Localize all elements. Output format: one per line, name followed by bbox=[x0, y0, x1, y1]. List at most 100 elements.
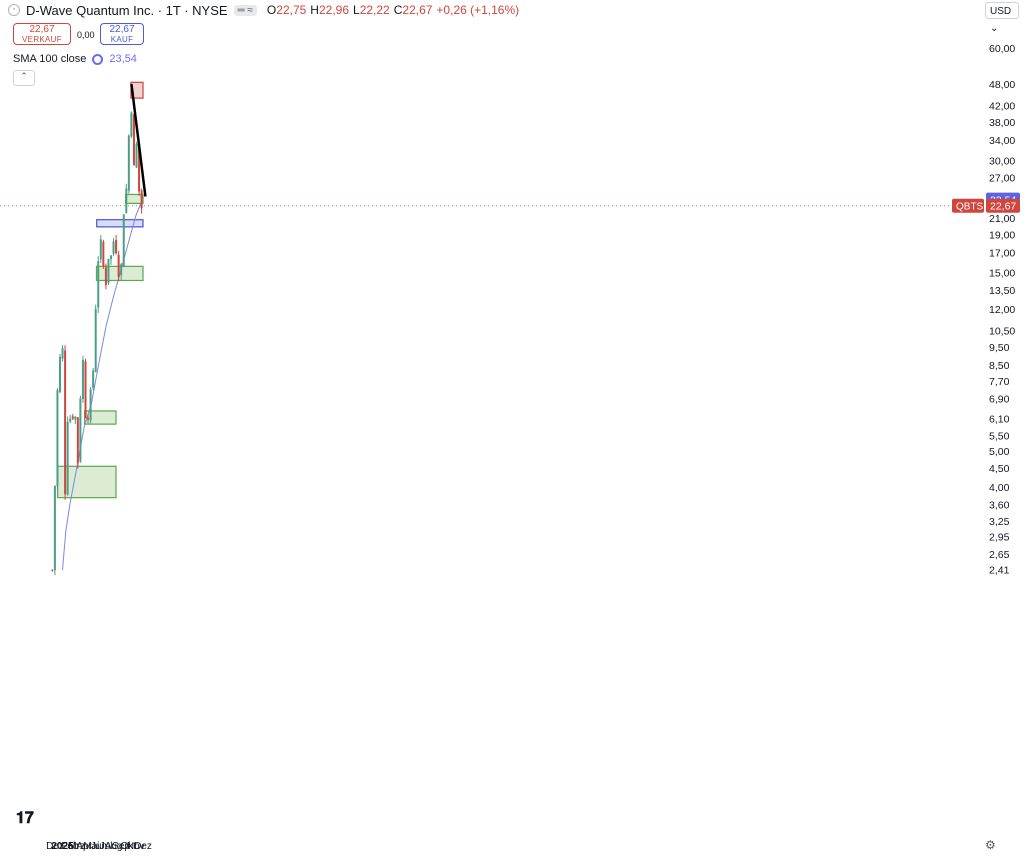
sma-label: SMA 100 close bbox=[13, 53, 87, 65]
time-tick-label: 2025 bbox=[51, 841, 74, 852]
price-tick-label: 5,50 bbox=[989, 431, 1010, 443]
time-tick-label: Nov bbox=[127, 841, 145, 852]
candle-body bbox=[92, 370, 95, 388]
price-tick-label: 6,90 bbox=[989, 394, 1010, 406]
ohlc-high-value: 22,96 bbox=[318, 3, 349, 17]
price-axis: 60,00 48,00 42,00 38,00 34,00 30,00 27,00 24,00… bbox=[989, 43, 1015, 577]
candle-body bbox=[97, 261, 100, 308]
candle-body bbox=[81, 360, 84, 400]
price-tick-label: 21,00 bbox=[989, 213, 1015, 225]
ohlc-low-value: 22,22 bbox=[359, 3, 390, 17]
price-tick-label: 3,25 bbox=[989, 516, 1010, 528]
candle-body bbox=[99, 239, 102, 260]
time-tick-label: Apr bbox=[76, 841, 92, 852]
time-tick-label: Jun bbox=[91, 841, 107, 852]
price-tick-label: 10,50 bbox=[989, 326, 1015, 338]
sma-legend[interactable]: SMA 100 close 23,54 bbox=[13, 53, 137, 65]
candle-body bbox=[53, 485, 56, 571]
sma-value: 23,54 bbox=[109, 53, 137, 65]
price-tick-label: 7,70 bbox=[989, 376, 1010, 388]
candle-body bbox=[135, 144, 138, 168]
candle-body bbox=[74, 416, 77, 420]
price-tick-label: 2,41 bbox=[989, 564, 1010, 576]
last-price-badge bbox=[986, 198, 1020, 213]
time-tick-label: Okt bbox=[121, 841, 137, 852]
price-tick-label: 34,00 bbox=[989, 135, 1015, 147]
zones-layer bbox=[57, 81, 144, 499]
sma-price-badge-label: 23,54 bbox=[990, 195, 1016, 207]
sma-loading-icon bbox=[92, 53, 104, 65]
price-tick-label: 42,00 bbox=[989, 101, 1015, 113]
symbol-title[interactable]: D-Wave Quantum Inc. · 1T · NYSE bbox=[26, 2, 228, 18]
price-tick-label: 2,95 bbox=[989, 532, 1010, 544]
ohlc-low-label: L bbox=[353, 3, 360, 17]
currency-select[interactable]: USD ⌄ bbox=[985, 2, 1019, 34]
ohlc-close-value: 22,67 bbox=[402, 3, 433, 17]
tradingview-logo-icon[interactable]: 𝟏𝟕 bbox=[16, 810, 34, 827]
candle-body bbox=[109, 255, 112, 260]
sma-price-badge bbox=[986, 192, 1020, 207]
collapse-legend-button[interactable]: ⌃ bbox=[13, 70, 35, 86]
time-tick-label: Dez bbox=[134, 841, 152, 852]
price-tick-label: 27,00 bbox=[989, 172, 1015, 184]
sma-layer bbox=[62, 199, 143, 571]
price-tick-label: 2,65 bbox=[989, 549, 1010, 561]
buy-price: 22,67 bbox=[109, 24, 135, 35]
candle-body bbox=[132, 114, 135, 166]
buy-label: KAUF bbox=[110, 35, 134, 44]
candle-body bbox=[127, 135, 130, 191]
zone-green-1 bbox=[84, 410, 117, 425]
zone-green-4 bbox=[125, 193, 144, 204]
sell-label: VERKAUF bbox=[22, 35, 62, 44]
time-tick-label: Dez bbox=[46, 841, 64, 852]
candle-body bbox=[138, 144, 141, 192]
price-tick-label: 3,60 bbox=[989, 499, 1010, 511]
candle-body bbox=[69, 418, 72, 422]
time-tick-label: Jul bbox=[100, 841, 113, 852]
ohlc-open-label: O bbox=[266, 3, 277, 17]
zone-green-0 bbox=[57, 465, 117, 499]
compare-pill[interactable]: ═ ≈ bbox=[233, 4, 257, 16]
price-tick-label: 60,00 bbox=[989, 43, 1015, 55]
candle-body bbox=[66, 421, 69, 495]
candle-body bbox=[104, 267, 107, 286]
candle-body bbox=[89, 389, 92, 421]
time-tick-label: Mrz bbox=[68, 841, 85, 852]
candle-body bbox=[107, 258, 110, 283]
price-tick-label: 9,50 bbox=[989, 342, 1010, 354]
gear-icon[interactable]: ⚙ bbox=[985, 838, 996, 852]
symbol-badge bbox=[952, 198, 984, 213]
price-tick-label: 13,50 bbox=[989, 285, 1015, 297]
candles-layer bbox=[0, 111, 950, 576]
zone-red-5 bbox=[130, 81, 144, 99]
time-tick-label: Mai bbox=[83, 841, 99, 852]
price-tick-label: 4,50 bbox=[989, 463, 1010, 475]
candle-body bbox=[125, 188, 128, 213]
candle-body bbox=[94, 308, 97, 372]
ohlc-close-label: C bbox=[393, 3, 403, 17]
candle-body bbox=[64, 350, 67, 495]
price-tick-label: 8,50 bbox=[989, 360, 1010, 372]
candle-body bbox=[61, 348, 64, 359]
candle-body bbox=[115, 239, 118, 254]
price-tick-label: 17,00 bbox=[989, 247, 1015, 259]
time-tick-label: Aug bbox=[105, 841, 123, 852]
candle-body bbox=[84, 361, 87, 418]
time-tick-label: Feb bbox=[61, 841, 79, 852]
symbol-badge-label: QBTS bbox=[956, 202, 984, 213]
candle-body bbox=[87, 418, 90, 420]
candle-body bbox=[140, 190, 143, 209]
trendline-layer bbox=[130, 83, 147, 197]
price-tick-label: 19,00 bbox=[989, 229, 1015, 241]
candle-body bbox=[56, 389, 59, 487]
resistance-trendline bbox=[130, 83, 147, 197]
price-tick-label: 15,00 bbox=[989, 268, 1015, 280]
buy-button[interactable]: 22,67 KAUF bbox=[100, 23, 144, 45]
candle-body bbox=[120, 264, 123, 276]
candle-body bbox=[112, 241, 115, 254]
sell-button[interactable]: 22,67 VERKAUF bbox=[13, 23, 71, 45]
time-tick-label: Sep bbox=[112, 841, 130, 852]
currency-label: USD bbox=[990, 6, 1012, 17]
